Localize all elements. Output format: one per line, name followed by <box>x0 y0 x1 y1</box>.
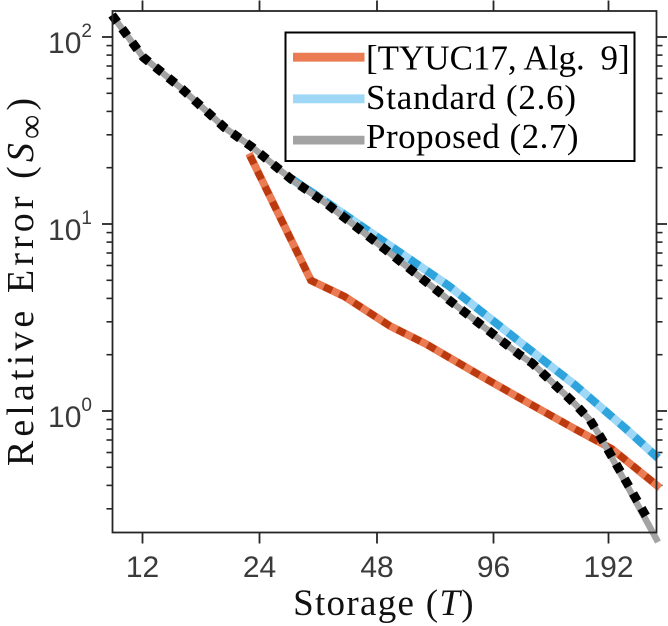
svg-text:[TYUC17, Alg. 9]: [TYUC17, Alg. 9] <box>366 39 630 78</box>
svg-text:101: 101 <box>48 208 92 247</box>
svg-text:Standard (2.6): Standard (2.6) <box>366 78 577 117</box>
svg-text:24: 24 <box>243 551 276 584</box>
svg-text:Relative Error (S∞): Relative Error (S∞) <box>0 94 50 466</box>
svg-text:48: 48 <box>360 551 393 584</box>
svg-text:100: 100 <box>48 395 92 434</box>
svg-text:Proposed (2.7): Proposed (2.7) <box>366 117 579 156</box>
svg-text:12: 12 <box>126 551 159 584</box>
svg-text:Storage (T): Storage (T) <box>293 583 475 624</box>
svg-text:192: 192 <box>583 551 633 584</box>
svg-text:102: 102 <box>48 21 92 60</box>
svg-text:96: 96 <box>477 551 510 584</box>
